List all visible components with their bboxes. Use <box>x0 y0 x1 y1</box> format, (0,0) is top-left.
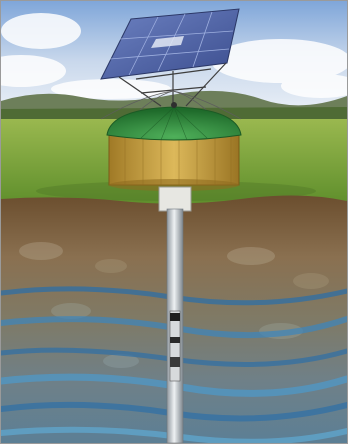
submersible-pump <box>169 310 181 382</box>
clouds <box>1 13 347 99</box>
solar-panel-array <box>100 8 240 80</box>
panel-mounting-frame <box>118 62 227 107</box>
well-head-collar <box>158 186 192 212</box>
pump-control-enclosure <box>106 102 242 191</box>
